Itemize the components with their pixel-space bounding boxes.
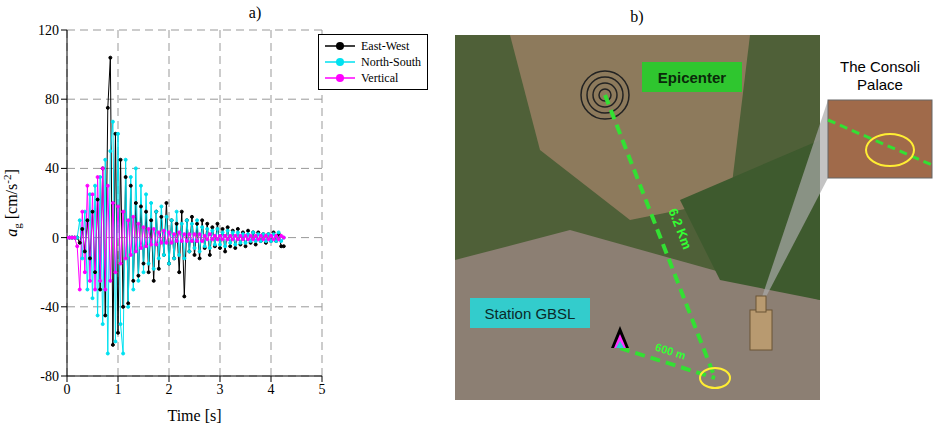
svg-text:600 m: 600 m [654, 341, 688, 362]
svg-text:4: 4 [268, 382, 275, 397]
svg-text:2: 2 [166, 382, 173, 397]
svg-text:-80: -80 [40, 369, 59, 384]
html-text:a): a) [248, 4, 262, 21]
html-text:Vertical: Vertical [361, 70, 399, 85]
svg-text:Station GBSL: Station GBSL [485, 305, 576, 322]
svg-text:Epicenter: Epicenter [658, 69, 727, 86]
svg-text:40: 40 [45, 161, 59, 176]
svg-text:The Consoli: The Consoli [840, 58, 920, 75]
svg-text:6.2 Km: 6.2 Km [665, 206, 694, 251]
html-text:East-West: East-West [361, 38, 410, 53]
svg-text:ag[cm/s-2]: ag[cm/s-2] [1, 169, 23, 237]
html-text:North-South: North-South [361, 54, 421, 69]
svg-text:0: 0 [64, 382, 71, 397]
svg-text:80: 80 [45, 92, 59, 107]
svg-text:1: 1 [115, 382, 122, 397]
svg-text:0: 0 [52, 231, 59, 246]
svg-text:120: 120 [38, 23, 59, 38]
svg-text:3: 3 [217, 382, 224, 397]
svg-text:Time [s]: Time [s] [167, 407, 221, 424]
svg-text:Palace: Palace [857, 76, 903, 93]
svg-text:5: 5 [319, 382, 326, 397]
svg-text:-40: -40 [40, 300, 59, 315]
svg-text:b): b) [630, 8, 643, 26]
